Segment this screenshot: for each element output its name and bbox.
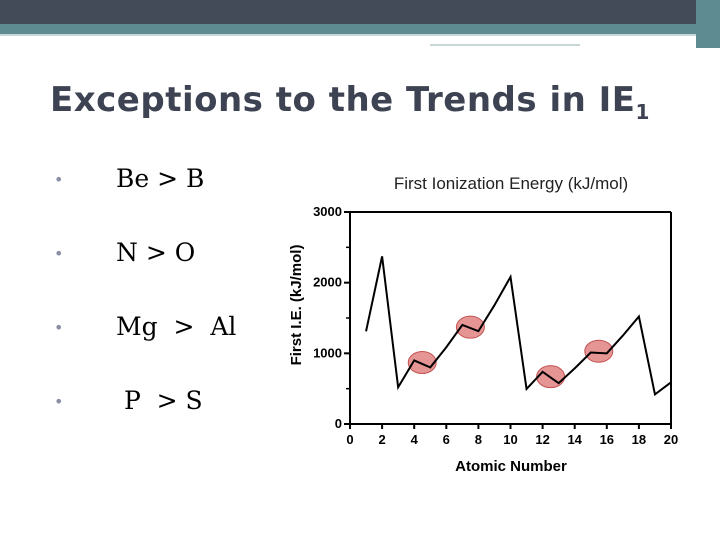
x-tick-label: 12 [535,432,549,447]
bullet-text: N > O [116,238,196,267]
bullet-item: • Mg > Al [50,308,290,348]
bullet-item: • P > S [50,382,290,422]
bullet-text: Mg > Al [116,312,237,341]
y-tick-label: 1000 [313,345,342,360]
ionization-energy-series-line [365,256,672,397]
x-tick-label: 18 [632,432,646,447]
bullet-marker-icon: • [54,244,64,263]
header-accent-line-short [430,44,580,46]
x-tick-label: 8 [475,432,482,447]
bullet-marker-icon: • [54,392,64,411]
bullet-item: • Be > B [50,160,290,200]
x-tick-label: 20 [664,432,678,447]
bullet-marker-icon: • [54,170,64,189]
x-tick-label: 2 [378,432,385,447]
bullet-marker-icon: • [54,318,64,337]
chart-title: First Ionization Energy (kJ/mol) [394,174,628,193]
x-tick-label: 16 [600,432,614,447]
header-accent-block [696,0,720,48]
bullet-text: P > S [116,386,203,415]
slide-title: Exceptions to the Trends in IE1 [50,80,650,124]
y-tick-label: 0 [335,416,342,431]
bullet-item: • N > O [50,234,290,274]
header-bar-teal [0,24,720,34]
y-tick-label: 2000 [313,275,342,290]
x-tick-label: 10 [503,432,517,447]
plot-area: 0 1000 2000 3000 0 2 4 6 8 10 12 14 16 18 20 [313,204,678,447]
x-tick-label: 0 [346,432,353,447]
slide-title-text: Exceptions to the Trends in IE [50,80,636,120]
x-tick-label: 14 [567,432,582,447]
header-accent-box [430,34,696,50]
x-axis-label: Atomic Number [455,458,567,475]
x-tick-label: 4 [411,432,419,447]
ionization-energy-chart: First Ionization Energy (kJ/mol) First I… [288,174,678,475]
highlight-marker [584,339,614,363]
slide-title-subscript: 1 [635,99,650,124]
x-tick-label: 6 [443,432,450,447]
header-accent-line [0,34,430,36]
y-tick-label: 3000 [313,204,342,219]
header-bar-dark [0,0,720,24]
bullet-text: Be > B [116,164,205,193]
y-axis-label: First I.E. (kJ/mol) [288,245,305,366]
